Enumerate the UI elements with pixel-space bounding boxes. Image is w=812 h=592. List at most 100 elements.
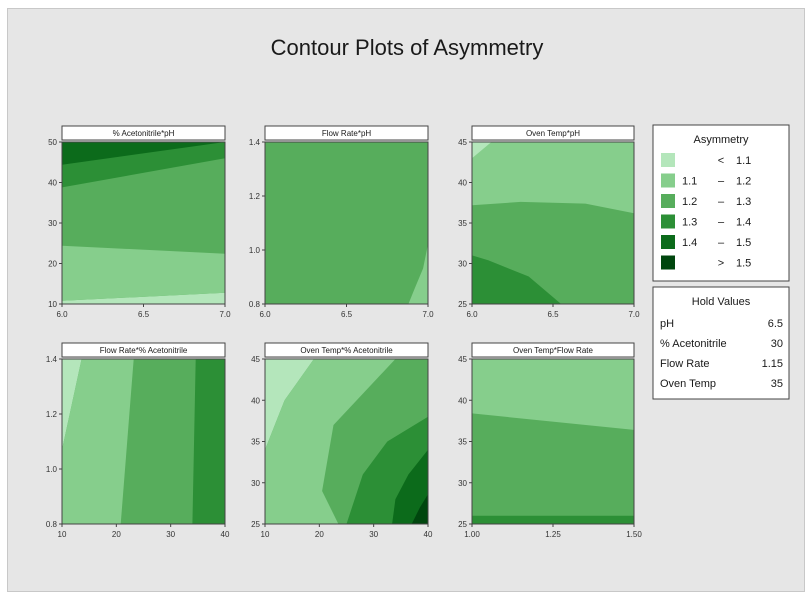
legend-box: Asymmetry< 1.11.1–1.21.2–1.31.3–1.41.4–1.… <box>652 124 790 282</box>
panel-frame <box>61 358 226 525</box>
panel-title: Oven Temp*% Acetonitrile <box>300 346 393 355</box>
contour-region <box>62 142 225 165</box>
legend-low: 1.4 <box>682 237 697 249</box>
legend-operator: – <box>718 237 725 249</box>
hold-variable-name: pH <box>660 318 674 330</box>
y-tick-label: 45 <box>251 355 260 364</box>
x-tick-label: 7.0 <box>219 310 231 319</box>
legend-swatch <box>661 255 675 270</box>
y-tick-label: 25 <box>458 300 467 309</box>
y-tick-label: 25 <box>458 520 467 529</box>
legend-operator: > <box>718 258 724 270</box>
y-tick-label: 40 <box>458 179 467 188</box>
legend-high: 1.2 <box>736 176 751 188</box>
legend-high: 1.4 <box>736 217 751 229</box>
panel-title-strip <box>471 125 635 141</box>
hold-values-border <box>652 286 790 400</box>
hold-variable-value: 6.5 <box>768 318 783 330</box>
y-tick-label: 45 <box>458 355 467 364</box>
y-tick-label: 40 <box>48 179 57 188</box>
legend-high: 1.5 <box>736 258 751 270</box>
legend-swatch <box>661 235 675 249</box>
contour-region <box>62 245 225 301</box>
legend-high: 1.3 <box>736 196 751 208</box>
y-tick-label: 0.8 <box>46 520 58 529</box>
x-tick-label: 7.0 <box>628 310 640 319</box>
y-tick-label: 20 <box>48 260 57 269</box>
contour-region <box>472 142 492 159</box>
y-tick-label: 30 <box>458 260 467 269</box>
hold-variable-name: % Acetonitrile <box>660 338 727 350</box>
x-tick-label: 6.5 <box>341 310 353 319</box>
y-tick-label: 35 <box>458 219 467 228</box>
y-tick-label: 30 <box>251 479 260 488</box>
y-tick-label: 1.4 <box>249 138 261 147</box>
contour-panel: Flow Rate*pH 6.0 6.5 7.0 1.4 1.2 1.0 0.8 <box>249 125 434 319</box>
y-tick-label: 1.0 <box>249 246 261 255</box>
hold-values-box: Hold Values pH 6.5 % Acetonitrile 30 Flow Rat… <box>652 286 790 400</box>
panel-title-strip <box>61 125 226 141</box>
panel-title: Oven Temp*Flow Rate <box>513 346 593 355</box>
legend-swatch <box>661 173 675 188</box>
x-tick-label: 6.0 <box>466 310 478 319</box>
panel-title: Oven Temp*pH <box>526 129 580 138</box>
contour-region <box>472 515 634 524</box>
legend-border <box>652 124 790 282</box>
panel-title-strip <box>264 125 429 141</box>
contour-panel: Oven Temp*Flow Rate 1.00 1.25 1.50 45 40 35 30 2… <box>458 342 642 539</box>
y-tick-label: 1.0 <box>46 465 58 474</box>
legend-low: 1.2 <box>682 196 697 208</box>
x-tick-label: 10 <box>261 530 270 539</box>
hold-values-title: Hold Values <box>692 296 751 308</box>
contour-region <box>265 359 396 524</box>
y-tick-label: 50 <box>48 138 57 147</box>
x-tick-label: 1.00 <box>464 530 480 539</box>
hold-variable-value: 35 <box>771 378 783 390</box>
panel-title-strip <box>61 342 226 358</box>
legend-operator: – <box>718 217 725 229</box>
panel-title-strip <box>471 342 635 358</box>
x-tick-label: 6.0 <box>259 310 271 319</box>
contour-region <box>472 255 562 304</box>
contour-region <box>62 359 134 524</box>
contour-region <box>62 292 225 304</box>
hold-variable-value: 1.15 <box>762 358 783 370</box>
x-tick-label: 30 <box>369 530 378 539</box>
legend-title: Asymmetry <box>694 134 750 146</box>
y-tick-label: 10 <box>48 300 57 309</box>
x-tick-label: 40 <box>424 530 433 539</box>
legend-low: 1.1 <box>682 176 697 188</box>
x-tick-label: 20 <box>112 530 121 539</box>
panel-title-strip <box>264 342 429 358</box>
panel-title: Flow Rate*% Acetonitrile <box>100 346 188 355</box>
y-tick-label: 40 <box>251 396 260 405</box>
contour-regions <box>62 142 225 304</box>
x-tick-label: 10 <box>58 530 67 539</box>
hold-variable-name: Oven Temp <box>660 378 716 390</box>
y-tick-label: 1.2 <box>249 192 261 201</box>
y-tick-label: 1.4 <box>46 355 58 364</box>
contour-regions <box>62 359 225 524</box>
x-tick-label: 6.0 <box>56 310 68 319</box>
y-tick-label: 25 <box>251 520 260 529</box>
y-tick-label: 30 <box>458 479 467 488</box>
y-tick-label: 30 <box>48 219 57 228</box>
contour-region <box>265 142 428 304</box>
legend-operator: < <box>718 155 724 167</box>
x-tick-label: 6.5 <box>138 310 150 319</box>
x-tick-label: 7.0 <box>422 310 434 319</box>
contour-panel: Oven Temp*% Acetonitrile 10 20 30 40 45 40 35 30… <box>251 342 433 539</box>
legend-swatch <box>661 194 675 208</box>
hold-variable-name: Flow Rate <box>660 358 710 370</box>
contour-region <box>392 449 428 524</box>
contour-region <box>62 359 82 450</box>
contour-region <box>408 244 428 304</box>
y-tick-label: 1.2 <box>46 410 58 419</box>
contour-region <box>411 494 428 524</box>
legend-swatch <box>661 214 675 229</box>
x-tick-label: 6.5 <box>547 310 559 319</box>
legend-high: 1.5 <box>736 237 751 249</box>
y-tick-label: 45 <box>458 138 467 147</box>
contour-region <box>265 359 314 450</box>
contour-regions <box>472 359 634 524</box>
